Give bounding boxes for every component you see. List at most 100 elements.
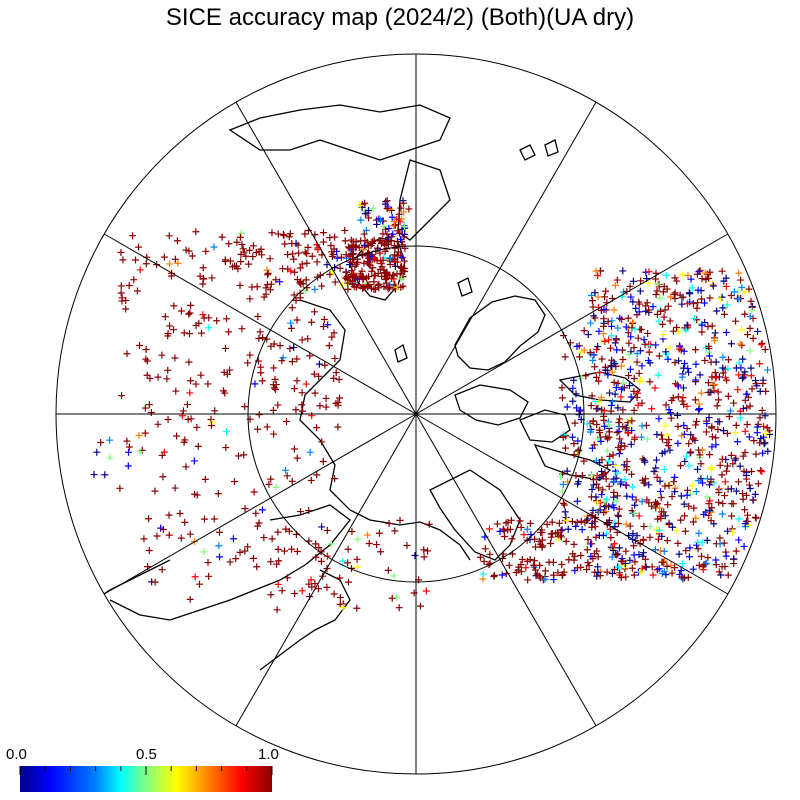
- accuracy-marker: [665, 521, 673, 529]
- accuracy-marker: [200, 548, 208, 556]
- accuracy-marker: [195, 319, 203, 327]
- accuracy-marker: [661, 448, 669, 456]
- accuracy-marker: [662, 401, 670, 409]
- accuracy-marker: [657, 487, 665, 495]
- accuracy-marker: [344, 285, 352, 293]
- accuracy-marker: [756, 360, 764, 368]
- accuracy-marker: [260, 534, 268, 542]
- accuracy-marker: [216, 528, 224, 536]
- accuracy-marker: [229, 535, 237, 543]
- accuracy-marker: [317, 548, 325, 556]
- accuracy-marker: [708, 504, 716, 512]
- accuracy-marker: [591, 289, 599, 297]
- accuracy-marker: [616, 415, 624, 423]
- accuracy-marker: [341, 226, 349, 234]
- accuracy-marker: [422, 587, 430, 595]
- accuracy-marker: [363, 238, 371, 246]
- accuracy-marker: [619, 355, 627, 363]
- accuracy-marker: [607, 332, 615, 340]
- accuracy-marker: [183, 401, 191, 409]
- accuracy-marker: [241, 403, 249, 411]
- accuracy-marker: [344, 243, 352, 251]
- accuracy-marker: [746, 312, 754, 320]
- accuracy-marker: [729, 528, 737, 536]
- accuracy-marker: [180, 438, 188, 446]
- accuracy-marker: [724, 392, 732, 400]
- accuracy-marker: [656, 504, 664, 512]
- accuracy-marker: [590, 441, 598, 449]
- accuracy-marker: [614, 443, 622, 451]
- accuracy-marker: [580, 327, 588, 335]
- accuracy-marker: [222, 444, 230, 452]
- accuracy-marker: [337, 253, 345, 261]
- accuracy-marker: [600, 293, 608, 301]
- accuracy-marker: [635, 308, 643, 316]
- accuracy-marker: [237, 250, 245, 258]
- accuracy-marker: [270, 364, 278, 372]
- accuracy-marker: [255, 411, 263, 419]
- accuracy-marker: [701, 269, 709, 277]
- accuracy-marker: [580, 457, 588, 465]
- accuracy-marker: [592, 493, 600, 501]
- accuracy-marker: [526, 556, 534, 564]
- accuracy-marker: [629, 277, 637, 285]
- accuracy-marker: [346, 261, 354, 269]
- accuracy-marker: [252, 509, 260, 517]
- accuracy-marker: [386, 257, 394, 265]
- accuracy-marker: [651, 384, 659, 392]
- accuracy-marker: [289, 250, 297, 258]
- accuracy-marker: [622, 547, 630, 555]
- accuracy-marker: [240, 451, 248, 459]
- accuracy-marker: [145, 401, 153, 409]
- accuracy-marker: [298, 336, 306, 344]
- accuracy-marker: [274, 230, 282, 238]
- accuracy-marker: [244, 543, 252, 551]
- accuracy-marker: [296, 279, 304, 287]
- accuracy-marker: [709, 381, 717, 389]
- accuracy-marker: [652, 291, 660, 299]
- accuracy-marker: [715, 396, 723, 404]
- accuracy-marker: [558, 394, 566, 402]
- accuracy-marker: [170, 326, 178, 334]
- accuracy-marker: [355, 244, 363, 252]
- accuracy-marker: [714, 388, 722, 396]
- accuracy-marker: [288, 239, 296, 247]
- accuracy-marker: [298, 260, 306, 268]
- accuracy-marker: [319, 457, 327, 465]
- accuracy-marker: [288, 304, 296, 312]
- accuracy-marker: [335, 375, 343, 383]
- accuracy-marker: [746, 324, 754, 332]
- accuracy-marker: [180, 329, 188, 337]
- accuracy-marker: [305, 507, 313, 515]
- accuracy-marker: [344, 559, 352, 567]
- accuracy-marker: [274, 401, 282, 409]
- accuracy-marker: [737, 364, 745, 372]
- accuracy-marker: [733, 438, 741, 446]
- accuracy-marker: [679, 384, 687, 392]
- accuracy-marker: [665, 436, 673, 444]
- accuracy-marker: [674, 393, 682, 401]
- accuracy-marker: [348, 528, 356, 536]
- accuracy-marker: [626, 365, 634, 373]
- accuracy-marker: [187, 377, 195, 385]
- accuracy-marker: [336, 593, 344, 601]
- accuracy-marker: [577, 517, 585, 525]
- accuracy-marker: [687, 448, 695, 456]
- accuracy-marker: [298, 389, 306, 397]
- accuracy-marker: [313, 424, 321, 432]
- accuracy-marker: [285, 233, 293, 241]
- accuracy-marker: [610, 504, 618, 512]
- accuracy-marker: [615, 450, 623, 458]
- accuracy-marker: [201, 475, 209, 483]
- accuracy-marker: [723, 462, 731, 470]
- accuracy-marker: [372, 285, 380, 293]
- accuracy-marker: [685, 462, 693, 470]
- accuracy-marker: [679, 293, 687, 301]
- accuracy-marker: [740, 467, 748, 475]
- accuracy-marker: [141, 429, 149, 437]
- accuracy-marker: [302, 380, 310, 388]
- accuracy-marker: [229, 263, 237, 271]
- accuracy-marker: [531, 566, 539, 574]
- accuracy-marker: [558, 384, 566, 392]
- accuracy-marker: [177, 307, 185, 315]
